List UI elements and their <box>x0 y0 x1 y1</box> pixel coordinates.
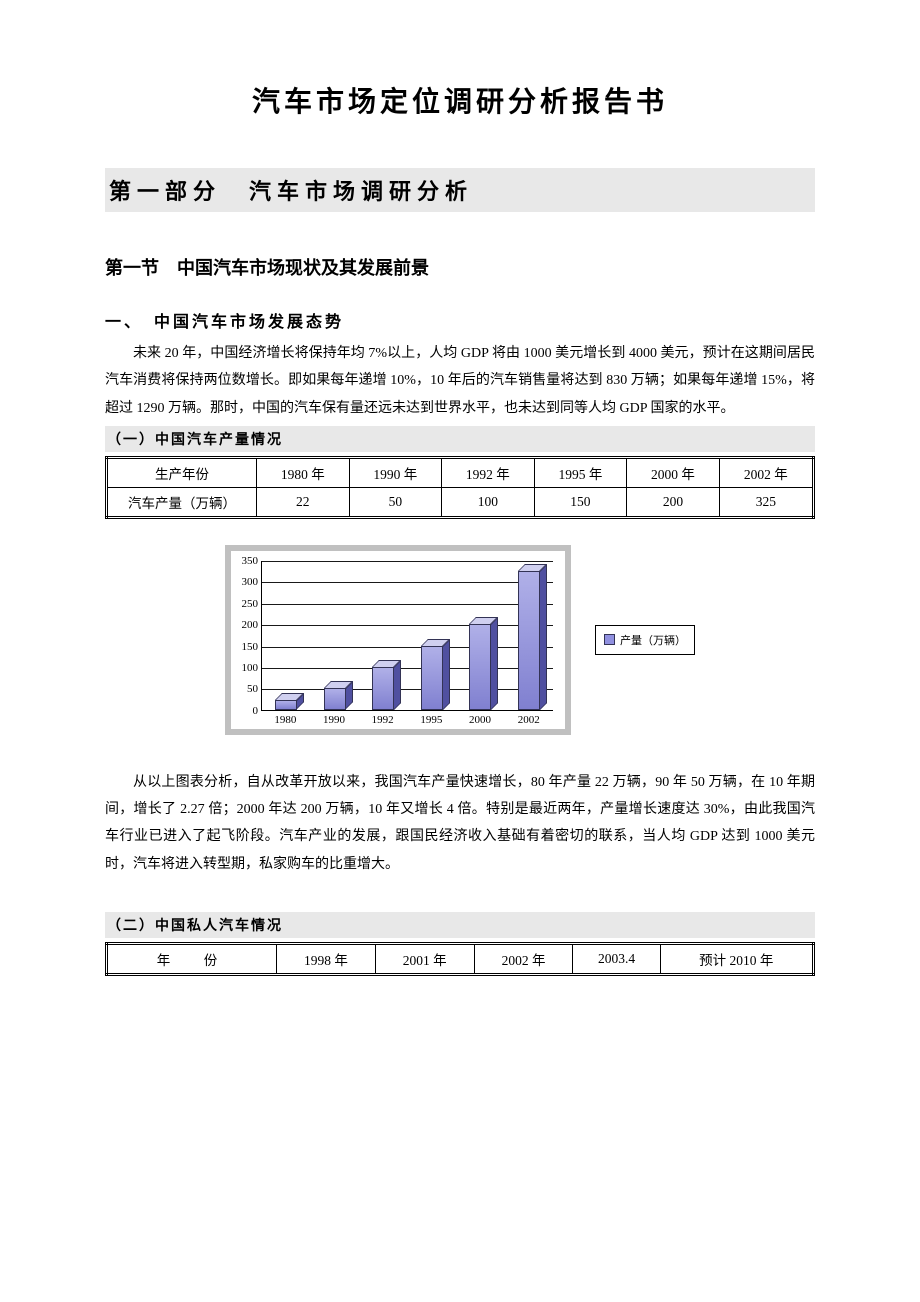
legend-swatch <box>604 634 615 645</box>
chart-bar <box>275 700 297 709</box>
subheading-2: （二）中国私人汽车情况 <box>105 912 815 938</box>
chart-plot-inner: 0501001502002503003501980199019921995200… <box>231 551 565 729</box>
table-cell: 150 <box>534 487 627 517</box>
row-label: 生产年份 <box>107 457 257 487</box>
chart-plot-outer: 0501001502002503003501980199019921995200… <box>225 545 571 735</box>
table-cell: 1998 年 <box>277 944 376 975</box>
row-label: 汽车产量（万辆） <box>107 487 257 517</box>
table-row: 生产年份 1980 年 1990 年 1992 年 1995 年 2000 年 … <box>107 457 814 487</box>
chart-ytick: 50 <box>247 683 262 695</box>
table-row: 年 份 1998 年 2001 年 2002 年 2003.4 预计 2010 … <box>107 944 814 975</box>
chart-ytick: 350 <box>242 555 263 567</box>
table-cell: 2002 年 <box>719 457 813 487</box>
chart-xtick: 1995 <box>407 714 456 726</box>
production-chart: 0501001502002503003501980199019921995200… <box>105 545 815 735</box>
chart-bar <box>372 667 394 710</box>
production-table: 生产年份 1980 年 1990 年 1992 年 1995 年 2000 年 … <box>105 456 815 519</box>
table-cell: 22 <box>257 487 350 517</box>
table-cell: 1992 年 <box>442 457 535 487</box>
table-cell: 50 <box>349 487 442 517</box>
chart-xtick: 1992 <box>358 714 407 726</box>
chart-xtick: 1980 <box>261 714 310 726</box>
table-cell: 1995 年 <box>534 457 627 487</box>
chart-xtick: 2000 <box>456 714 505 726</box>
subsection-title: 一、 中国汽车市场发展态势 <box>105 308 815 332</box>
chart-legend: 产量（万辆） <box>595 625 695 655</box>
chart-ytick: 200 <box>242 619 263 631</box>
table-cell: 100 <box>442 487 535 517</box>
table-cell: 1990 年 <box>349 457 442 487</box>
table-row: 汽车产量（万辆） 22 50 100 150 200 325 <box>107 487 814 517</box>
table-cell: 2000 年 <box>627 457 720 487</box>
chart-ytick: 300 <box>242 576 263 588</box>
table-cell: 325 <box>719 487 813 517</box>
legend-label: 产量（万辆） <box>620 632 686 648</box>
chart-xtick: 1990 <box>310 714 359 726</box>
chart-xtick: 2002 <box>504 714 553 726</box>
analysis-paragraph: 从以上图表分析，自从改革开放以来，我国汽车产量快速增长，80 年产量 22 万辆… <box>105 769 815 878</box>
row-label: 年 份 <box>107 944 277 975</box>
subheading-1: （一）中国汽车产量情况 <box>105 426 815 452</box>
chart-ytick: 250 <box>242 598 263 610</box>
chart-bar <box>469 624 491 710</box>
private-car-table: 年 份 1998 年 2001 年 2002 年 2003.4 预计 2010 … <box>105 942 815 976</box>
chart-bar <box>324 688 346 709</box>
document-title: 汽车市场定位调研分析报告书 <box>105 80 815 120</box>
table-cell: 2003.4 <box>573 944 660 975</box>
chart-bar <box>518 571 540 710</box>
intro-paragraph: 未来 20 年，中国经济增长将保持年均 7%以上，人均 GDP 将由 1000 … <box>105 340 815 422</box>
table-cell: 预计 2010 年 <box>660 944 813 975</box>
section-title: 第一节 中国汽车市场现状及其发展前景 <box>105 254 815 280</box>
table-cell: 2002 年 <box>474 944 573 975</box>
part-title: 第一部分 汽车市场调研分析 <box>105 168 815 212</box>
chart-ytick: 150 <box>242 641 263 653</box>
chart-plot-area: 050100150200250300350 <box>261 561 553 711</box>
table-cell: 1980 年 <box>257 457 350 487</box>
chart-ytick: 100 <box>242 662 263 674</box>
table-cell: 2001 年 <box>375 944 474 975</box>
chart-bar <box>421 646 443 710</box>
table-cell: 200 <box>627 487 720 517</box>
